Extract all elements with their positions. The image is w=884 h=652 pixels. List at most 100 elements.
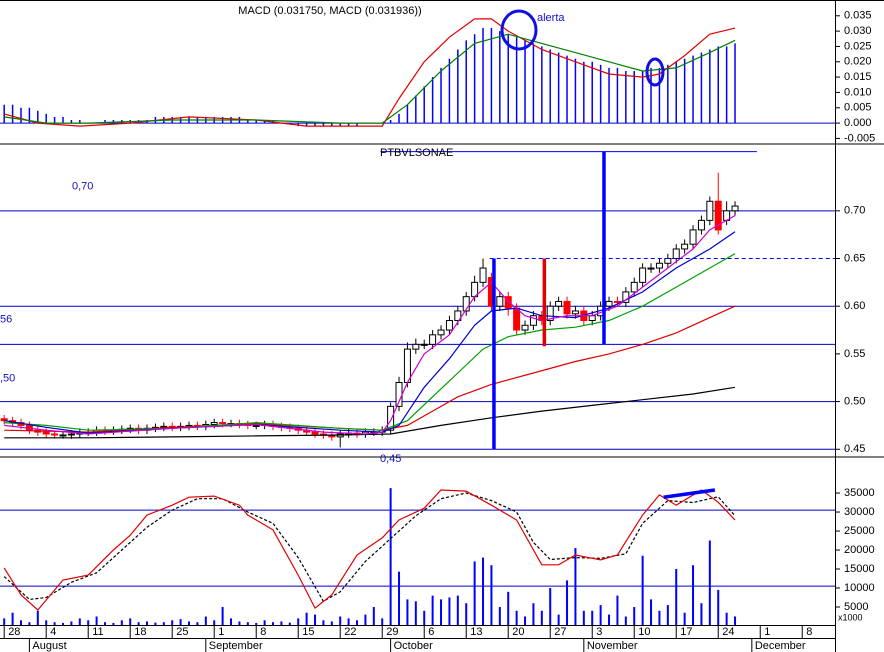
volume-bar (272, 622, 275, 625)
volume-bar (280, 621, 283, 625)
candle-body (454, 310, 462, 322)
volume-bar (146, 621, 149, 625)
alert-circle (500, 9, 538, 51)
candle-body (555, 300, 563, 307)
candle-body (412, 343, 420, 350)
x-tick-label: 8 (260, 626, 266, 638)
candle-body (219, 422, 227, 425)
x-tick-label: 13 (470, 626, 482, 638)
volume-bar (624, 616, 627, 625)
y-tick-label: 15000 (844, 563, 875, 575)
x-tick-label: 18 (134, 626, 146, 638)
candle-body (445, 320, 453, 331)
candle-body (479, 267, 487, 283)
volume-bar (734, 616, 737, 625)
volume-bar (238, 621, 241, 625)
volume-bar (582, 610, 585, 625)
candle-body (521, 324, 529, 331)
y-tick-label: 0.025 (844, 40, 872, 52)
volume-bar (314, 614, 317, 625)
y-tick-label: 0.55 (844, 348, 865, 360)
candle-body (513, 307, 521, 331)
volume-bar (448, 597, 451, 625)
volume-bar (675, 569, 678, 625)
volume-bar (633, 606, 636, 625)
x-tick-label: 22 (344, 626, 356, 638)
x-tick-label: 15 (302, 626, 314, 638)
volume-bar (162, 622, 165, 625)
candle-body (681, 243, 689, 250)
volume-bar (196, 622, 199, 625)
y-tick-label: 0.70 (844, 205, 865, 217)
candle-body (504, 296, 512, 309)
volume-bar (423, 610, 426, 625)
month-label: October (394, 640, 433, 652)
candle-body (0, 418, 8, 422)
axes: -0.005 0.000 0.005 0.010 0.015 0.020 0.025 0.03… (3, 10, 875, 652)
volume-bar (305, 612, 308, 625)
candle-body (563, 300, 571, 315)
volume-bar (87, 620, 90, 625)
volume-bar (515, 610, 518, 625)
candle-body (429, 334, 437, 345)
y-tick-label: 0.035 (844, 10, 872, 22)
volume-bar (204, 616, 207, 625)
volume-bar (171, 620, 174, 625)
x-tick-label: 25 (176, 626, 188, 638)
candle-body (706, 200, 714, 221)
volume-bar (490, 565, 493, 625)
volume-bar (137, 622, 140, 625)
candle-body (67, 433, 75, 436)
volume-bar (414, 601, 417, 625)
y-tick-label: 0.65 (844, 252, 865, 264)
candle-body (655, 262, 663, 269)
x-tick-label: 3 (596, 626, 602, 638)
volume-bar (78, 618, 81, 625)
y-tick-label: 0.030 (844, 25, 872, 37)
volume-bar (666, 605, 669, 625)
candle-body (42, 431, 50, 435)
y-tick-label: 30000 (844, 506, 875, 518)
volume-bar (364, 614, 367, 625)
x-tick-label: 29 (386, 626, 398, 638)
y-tick-label: 0.005 (844, 102, 872, 114)
candle-body (571, 310, 579, 315)
volume-bar (683, 612, 686, 625)
stochastic-panel (0, 488, 835, 625)
x-tick-label: 4 (50, 626, 56, 638)
volume-bar (95, 616, 98, 625)
x-tick-label: 6 (428, 626, 434, 638)
volume-bar (574, 548, 577, 625)
candle-body (630, 281, 638, 293)
level-label: 56 (0, 313, 12, 325)
candle-body (420, 343, 428, 346)
candle-body (689, 229, 697, 245)
candle-body (697, 219, 705, 231)
candle-body (311, 431, 319, 435)
x-tick-label: 24 (722, 626, 734, 638)
indicator-line (4, 386, 736, 439)
volume-bar (692, 565, 695, 625)
volume-bar (120, 620, 123, 625)
x-tick-label: 27 (554, 626, 566, 638)
candle-body (403, 348, 411, 384)
volume-bar (372, 606, 375, 625)
y-tick-label: 25000 (844, 525, 875, 537)
volume-bar (650, 599, 653, 625)
y-tick-label: 0.000 (844, 117, 872, 129)
volume-bar (381, 618, 384, 625)
volume-bar (188, 621, 191, 625)
candle-body (59, 434, 67, 437)
volume-bar (566, 580, 569, 625)
candle-body (437, 329, 445, 336)
volume-bar (104, 622, 107, 625)
volume-bar (20, 620, 23, 625)
volume-bar (717, 589, 720, 625)
volume-bar (263, 620, 266, 625)
y-tick-label: 10000 (844, 582, 875, 594)
volume-bar (339, 616, 342, 625)
volume-bar (557, 614, 560, 625)
chart-title: MACD (0.031750, MACD (0.031936)) (238, 5, 421, 17)
y-tick-label: 35000 (844, 487, 875, 499)
